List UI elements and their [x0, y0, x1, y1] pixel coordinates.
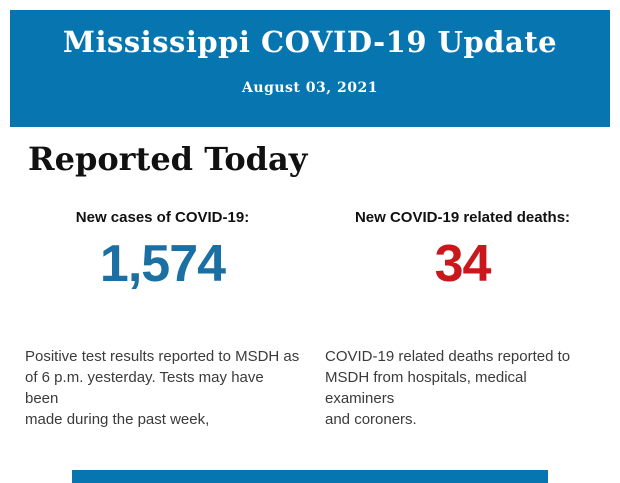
page-title: Mississippi COVID-19 Update [62, 25, 558, 59]
stats-row: New cases of COVID-19: 1,574 New COVID-1… [25, 209, 600, 290]
new-cases-description: Positive test results reported to MSDH a… [25, 348, 300, 428]
new-deaths-value: 34 [434, 235, 492, 293]
new-cases-label: New cases of COVID-19: [75, 209, 250, 226]
stat-new-cases: New cases of COVID-19: 1,574 [25, 209, 300, 290]
descriptions-row: Positive test results reported to MSDH a… [25, 346, 600, 430]
new-deaths-label: New COVID-19 related deaths: [354, 209, 571, 226]
footer-band [72, 470, 548, 483]
new-cases-value: 1,574 [99, 235, 226, 293]
stat-new-deaths: New COVID-19 related deaths: 34 [325, 209, 600, 290]
new-deaths-description: COVID-19 related deaths reported to MSDH… [325, 348, 571, 428]
header-banner: Mississippi COVID-19 Update August 03, 2… [10, 10, 610, 127]
section-heading-reported-today: Reported Today [28, 140, 308, 178]
report-date: August 03, 2021 [242, 80, 378, 96]
